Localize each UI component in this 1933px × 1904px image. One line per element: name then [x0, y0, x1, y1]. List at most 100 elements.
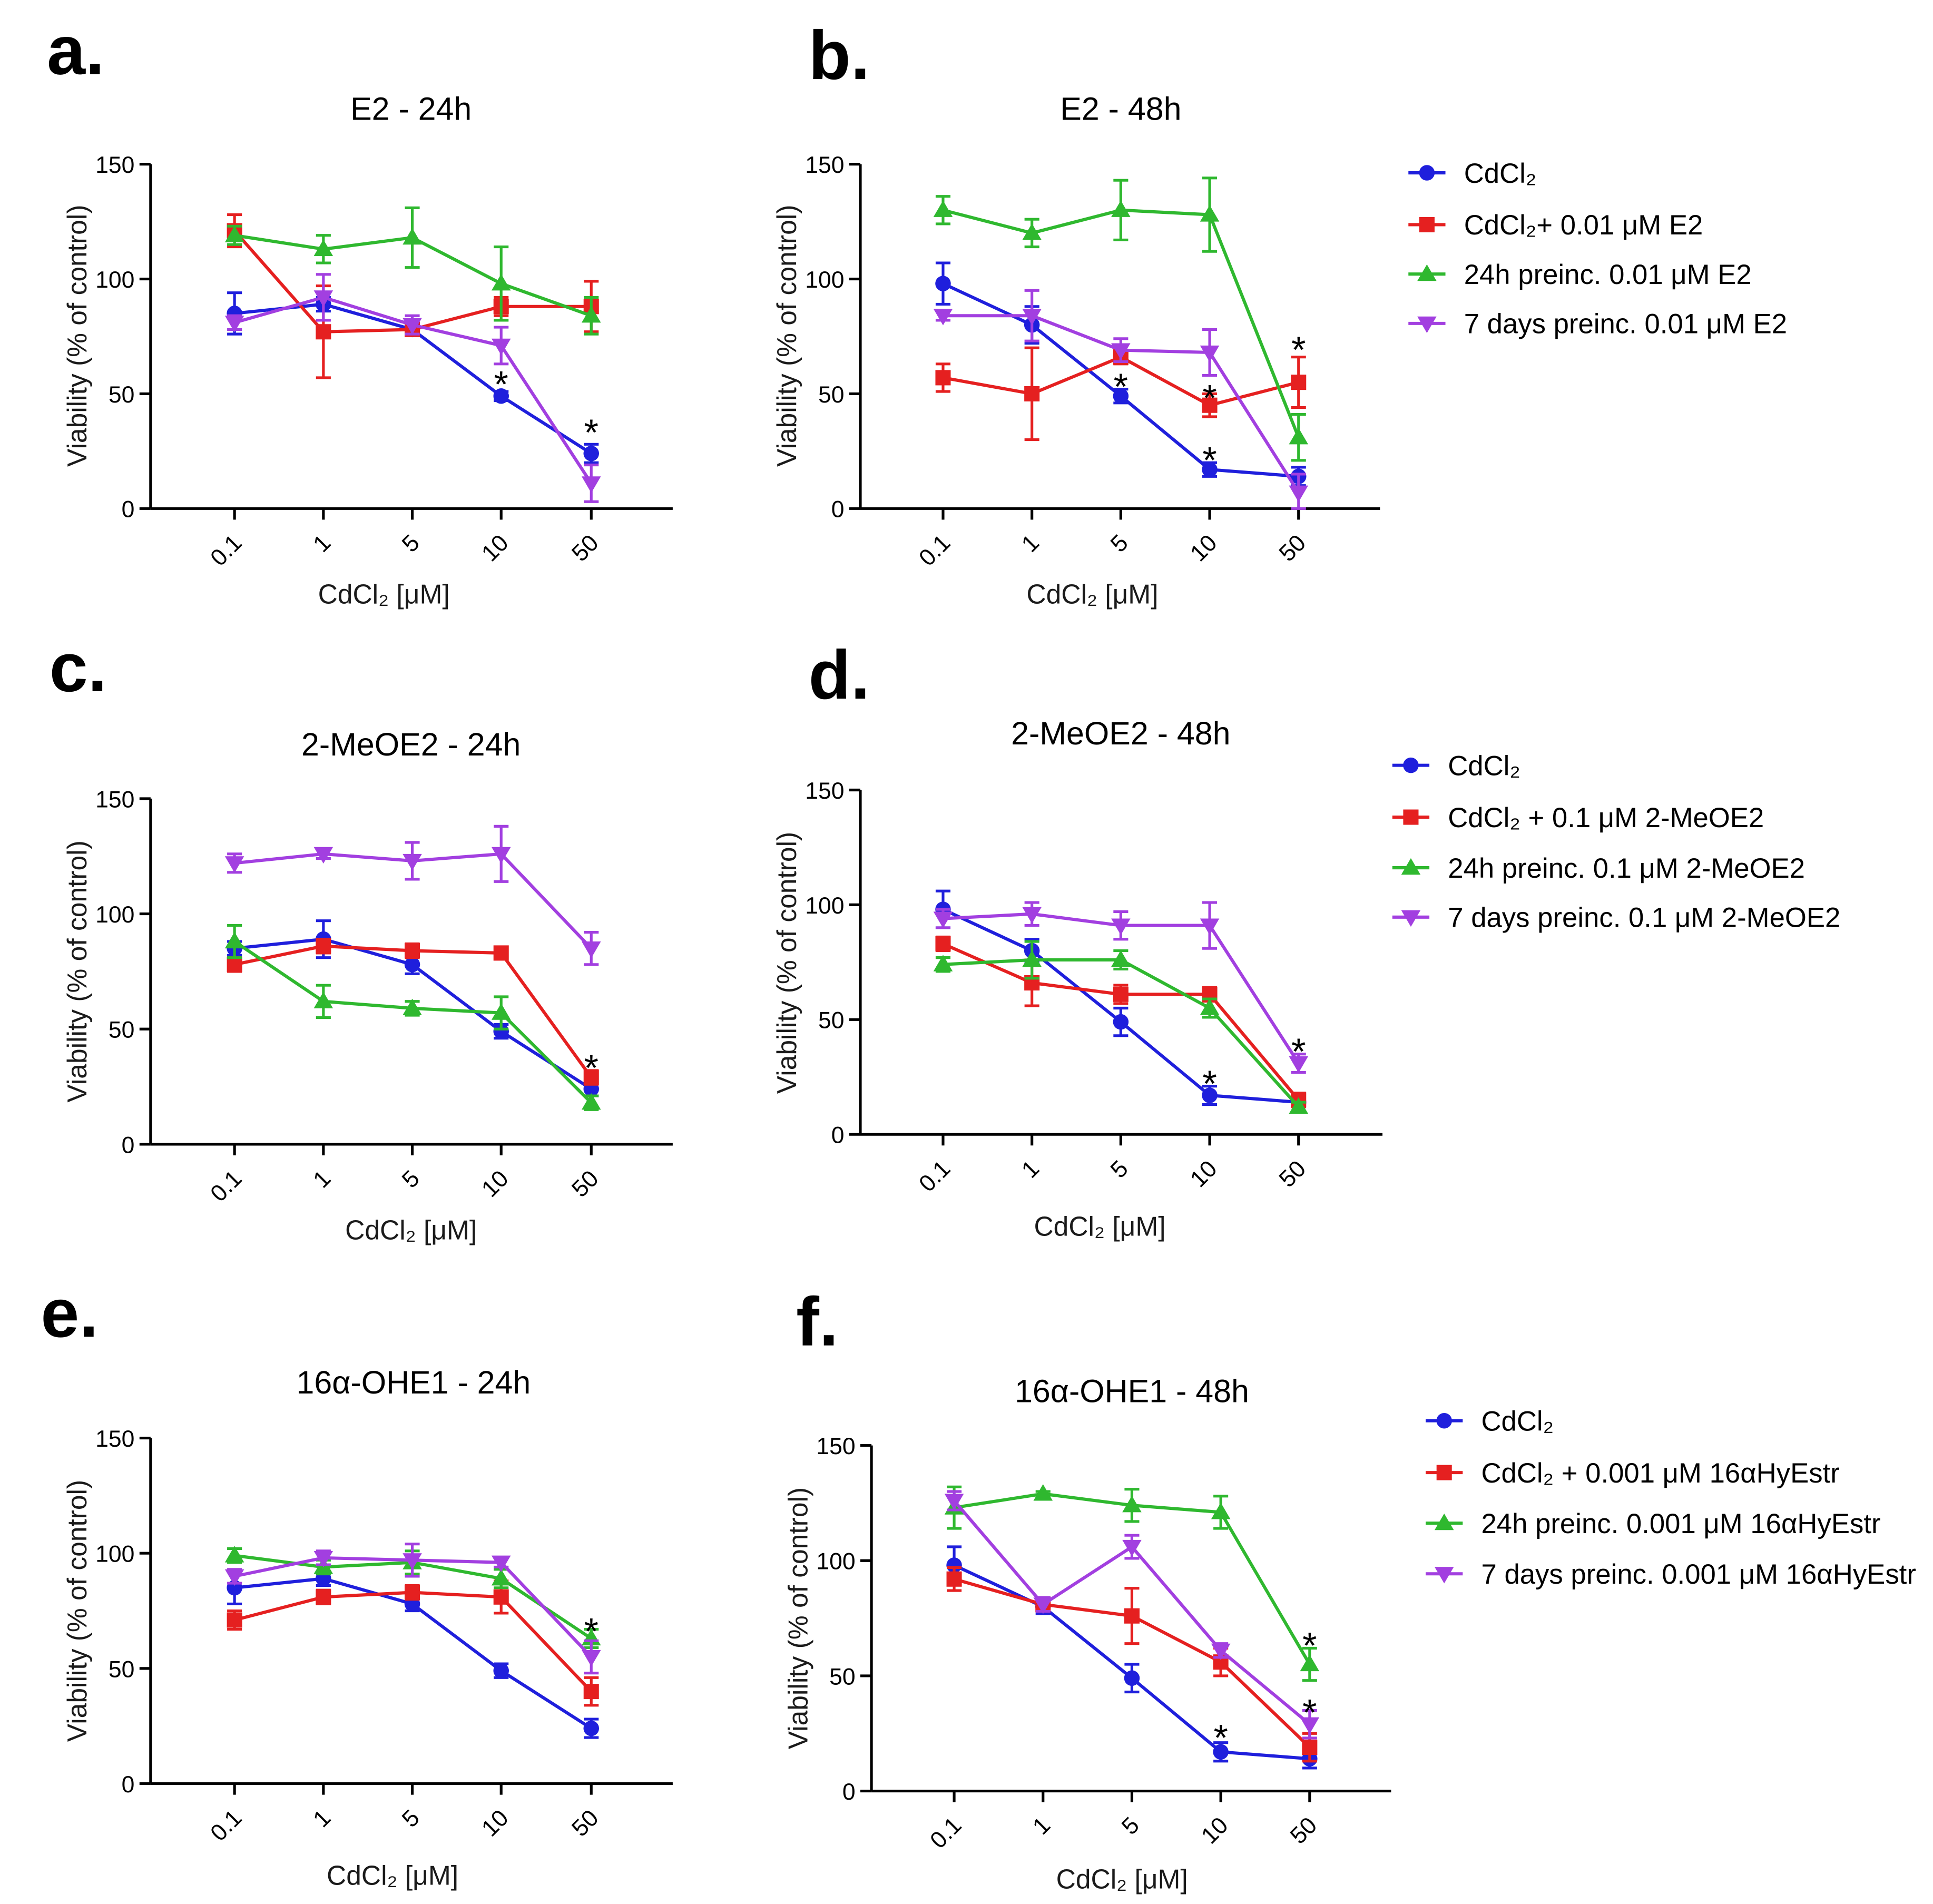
x-tick-label-a-2: 1	[308, 530, 336, 557]
x-axis-label-b: CdCl₂ [μM]	[1026, 579, 1158, 610]
chart-d-series-3-point-4	[1200, 998, 1220, 1015]
panel-label-a: a.	[47, 12, 104, 89]
x-tick-label-a-3: 5	[397, 530, 425, 557]
x-tick-label-a-5: 50	[567, 530, 604, 567]
x-tick-label-e-2: 1	[308, 1805, 336, 1832]
chart-a: a. E2 - 24h 0 50 100 150 0.1 1 5 10 50 CdCl₂ [μM] Vi…	[47, 12, 673, 610]
legend-f: CdCl₂ CdCl₂ + 0.001 μM 16αHyEstr 24h prein…	[1426, 1406, 1916, 1590]
chart-d-series-4-point-2	[1022, 907, 1042, 924]
legend-f-entry-4: 7 days preinc. 0.001 μM 16αHyEstr	[1426, 1559, 1916, 1590]
chart-f-series-1-point-3	[1124, 1670, 1140, 1686]
y-axis-label-a: Viability (% of control)	[62, 205, 92, 467]
chart-e-series-1-point-4	[493, 1663, 509, 1679]
chart-f-series-3-point-2	[1033, 1484, 1053, 1501]
panel-label-e: e.	[41, 1274, 98, 1351]
y-axis-label-b: Viability (% of control)	[771, 205, 802, 467]
x-tick-label-c-2: 1	[308, 1165, 336, 1193]
chart-f-annotation-3: *	[1302, 1691, 1317, 1733]
chart-a-series-4-point-1	[224, 316, 244, 332]
chart-d-series-4-point-4	[1200, 918, 1220, 935]
x-tick-label-f-5: 50	[1286, 1812, 1322, 1849]
chart-e-annotation-1: *	[584, 1610, 598, 1652]
chart-b-series-3-point-5	[1289, 427, 1309, 445]
y-tick-label-b-2: 50	[818, 382, 845, 408]
chart-title-e: 16α-OHE1 - 24h	[296, 1365, 531, 1400]
chart-e: e. 16α-OHE1 - 24h 0 50 100 150 0.1 1 5 10 50 CdCl₂ …	[41, 1274, 673, 1891]
x-tick-label-f-1: 0.1	[925, 1812, 966, 1853]
x-tick-label-b-1: 0.1	[914, 530, 955, 571]
chart-f-series-4-point-5	[1300, 1717, 1320, 1734]
chart-f-series-3	[944, 1484, 1320, 1682]
chart-b: b. E2 - 48h 0 50 100 150 0.1 1 5 10 50 CdCl₂ [μM] Vi…	[771, 16, 1380, 610]
chart-c-series-2-point-3	[405, 943, 420, 959]
chart-c-series-3-point-2	[313, 992, 333, 1008]
chart-d-annotation-2: *	[1291, 1030, 1306, 1072]
chart-f-series-4	[944, 1490, 1320, 1740]
y-axis-label-e: Viability (% of control)	[62, 1480, 92, 1742]
chart-a-series-3-point-3	[403, 228, 422, 245]
legend-b-label-2: CdCl₂+ 0.01 μM E2	[1464, 210, 1703, 241]
legend-f-label-2: CdCl₂ + 0.001 μM 16αHyEstr	[1481, 1458, 1839, 1489]
chart-b-series-3-point-3	[1111, 200, 1131, 217]
chart-e-series-4-point-3	[403, 1553, 422, 1570]
chart-c-series-3	[224, 924, 601, 1111]
legend-b-entry-2: CdCl₂+ 0.01 μM E2	[1408, 210, 1703, 241]
legend-b-marker-1	[1419, 165, 1435, 181]
legend-b-marker-2	[1419, 217, 1435, 232]
legend-f-marker-1	[1436, 1412, 1452, 1429]
chart-c: c. 2-MeOE2 - 24h 0 50 100 150 0.1 1 5 10 50 CdCl₂ […	[50, 629, 673, 1245]
chart-b-series-4	[933, 289, 1309, 510]
y-tick-label-a-4: 150	[95, 152, 134, 178]
panel-label-b: b.	[809, 16, 870, 94]
chart-a-series-4-point-2	[313, 290, 333, 307]
chart-c-series-2	[227, 938, 599, 1086]
x-tick-label-e-4: 10	[477, 1805, 514, 1842]
chart-c-series-4-point-5	[581, 941, 601, 958]
y-tick-label-b-4: 150	[805, 152, 844, 178]
chart-a-series-3-point-1	[224, 225, 244, 242]
chart-d-series-4-point-5	[1289, 1056, 1309, 1073]
x-axis-label-c: CdCl₂ [μM]	[345, 1214, 477, 1245]
legend-b-label-1: CdCl₂	[1464, 158, 1537, 189]
chart-b-series-2-point-4	[1202, 397, 1218, 413]
chart-d: d. 2-MeOE2 - 48h 0 50 100 150 0.1 1 5 10 50 CdCl₂ […	[771, 636, 1383, 1241]
x-axis-label-d: CdCl₂ [μM]	[1034, 1211, 1165, 1241]
chart-e-series-1-point-5	[583, 1720, 600, 1736]
y-tick-label-f-2: 50	[829, 1664, 856, 1690]
x-tick-label-c-5: 50	[567, 1165, 604, 1202]
chart-b-series-2-point-1	[935, 370, 951, 386]
x-tick-label-c-3: 5	[397, 1165, 425, 1193]
chart-e-series-4	[224, 1543, 601, 1675]
chart-f-series-2-point-5	[1302, 1739, 1318, 1755]
chart-b-series-3-point-2	[1022, 223, 1042, 240]
chart-c-series-4-point-1	[224, 856, 244, 873]
chart-b-annotation-1: *	[1114, 366, 1128, 407]
chart-d-series-1-point-3	[1113, 1014, 1129, 1030]
chart-c-series-4-point-2	[313, 847, 333, 864]
legend-b-label-4: 7 days preinc. 0.01 μM E2	[1464, 309, 1787, 340]
chart-e-series-4-point-2	[313, 1550, 333, 1568]
legend-d-entry-1: CdCl₂	[1392, 750, 1520, 781]
panel-label-d: d.	[809, 636, 870, 713]
chart-c-series-1-point-3	[404, 957, 420, 973]
x-axis-label-a: CdCl₂ [μM]	[318, 579, 450, 610]
chart-f-series-4-point-3	[1122, 1539, 1142, 1557]
chart-c-annotation-1: *	[584, 1047, 598, 1088]
panel-label-f: f.	[796, 1283, 838, 1360]
legend-f-label-3: 24h preinc. 0.001 μM 16αHyEstr	[1481, 1508, 1880, 1539]
chart-f-series-2	[946, 1566, 1318, 1763]
chart-e-series-4-point-4	[491, 1555, 511, 1572]
panel-label-c: c.	[50, 629, 107, 706]
chart-e-series-4-point-5	[581, 1650, 601, 1667]
y-tick-label-d-3: 100	[805, 893, 844, 919]
x-tick-label-b-5: 50	[1274, 530, 1311, 567]
chart-f-series-2-point-3	[1124, 1608, 1140, 1624]
y-tick-label-e-2: 50	[109, 1656, 135, 1682]
legend-b-label-3: 24h preinc. 0.01 μM E2	[1464, 259, 1752, 290]
chart-a-series-4	[224, 273, 601, 503]
chart-d-series-2-point-3	[1113, 986, 1129, 1002]
chart-b-annotation-2: *	[1202, 377, 1216, 419]
chart-c-series-3-point-4	[491, 1003, 511, 1020]
chart-d-series-3-point-2	[1022, 950, 1042, 967]
legend-d-label-1: CdCl₂	[1448, 750, 1520, 781]
